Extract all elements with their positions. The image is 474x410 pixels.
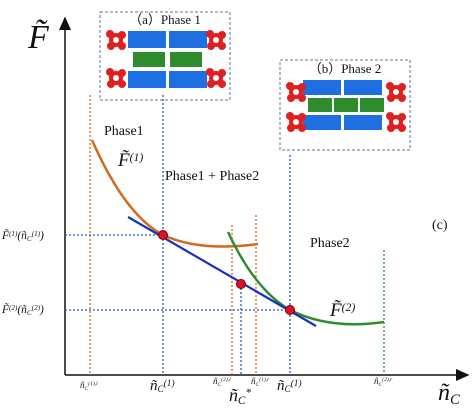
x-tick-label: ñC(2),r: [374, 376, 393, 388]
math-part: ñ: [150, 378, 158, 394]
math-part: (ñ: [17, 230, 27, 242]
x-tick-label: ñC(1): [150, 378, 175, 395]
math-part: C: [218, 382, 222, 388]
math-part: (1),r: [259, 376, 270, 383]
math-part: (1),l: [88, 380, 98, 387]
panel-label: (c): [432, 218, 448, 233]
curve-label: F̃(1): [117, 150, 143, 171]
panel-title: （b）Phase 2: [309, 61, 382, 76]
math-part: F̃: [1, 228, 10, 242]
math-part: (1): [9, 230, 18, 238]
math-part: *: [245, 387, 251, 399]
math-part: C: [158, 385, 165, 395]
math-part: F̃: [27, 19, 50, 56]
region-label: Phase2: [310, 236, 350, 251]
math-part: (2),l: [221, 376, 231, 383]
math-part: ñ: [374, 376, 379, 386]
curve-label: F̃(2): [329, 300, 355, 321]
region-label: Phase1: [104, 124, 144, 139]
math-part: C: [450, 392, 461, 408]
math-part: C: [27, 235, 32, 243]
math-part: C: [85, 386, 89, 392]
math-part: ñ: [438, 380, 450, 406]
panel-a: [99, 11, 231, 101]
math-part: F̃: [117, 150, 130, 171]
math-part: C: [238, 395, 246, 407]
math-part: F̃: [1, 302, 10, 316]
math-part: ): [39, 304, 44, 316]
tangent-point: [158, 230, 168, 240]
x-axis-label: ñC: [438, 380, 461, 408]
math-part: C: [256, 382, 260, 388]
math-part: (1): [32, 230, 41, 238]
region-label: Phase1 + Phase2: [165, 169, 259, 184]
panel-b: [279, 59, 411, 151]
tangent-point: [285, 305, 295, 315]
math-part: ): [39, 230, 44, 242]
math-part: (2): [342, 301, 356, 314]
tangent-point: [236, 279, 246, 289]
math-part: (1): [291, 378, 302, 389]
math-part: ñ: [80, 380, 85, 390]
math-part: ñ: [229, 385, 238, 405]
math-part: F̃: [329, 300, 342, 321]
math-part: C: [27, 309, 32, 317]
curve-phase1: [90, 139, 259, 248]
math-part: (1): [164, 378, 175, 389]
math-part: (2): [9, 304, 18, 312]
y-tick-label: F̃(2)(ñC(2)): [1, 302, 44, 317]
x-tick-label: ñC(1),r: [251, 376, 270, 388]
y-tick-label: F̃(1)(ñC(1)): [1, 228, 44, 243]
x-tick-label: ñC(1): [277, 378, 302, 395]
x-tick-label: ñC(2),l: [213, 376, 231, 388]
math-part: (1): [130, 151, 144, 164]
math-part: ñ: [213, 376, 218, 386]
x-tick-label: ñC*: [229, 385, 251, 407]
math-part: (2),r: [382, 376, 393, 383]
math-part: C: [379, 382, 383, 388]
math-part: (2): [32, 304, 41, 312]
math-part: ñ: [277, 378, 285, 394]
y-axis-label: F̃: [27, 19, 50, 56]
math-part: (ñ: [17, 304, 27, 316]
math-part: C: [285, 385, 292, 395]
x-tick-label: ñC(1),l: [80, 380, 98, 392]
panel-title: （a）Phase 1: [129, 12, 201, 27]
math-part: ñ: [251, 376, 256, 386]
